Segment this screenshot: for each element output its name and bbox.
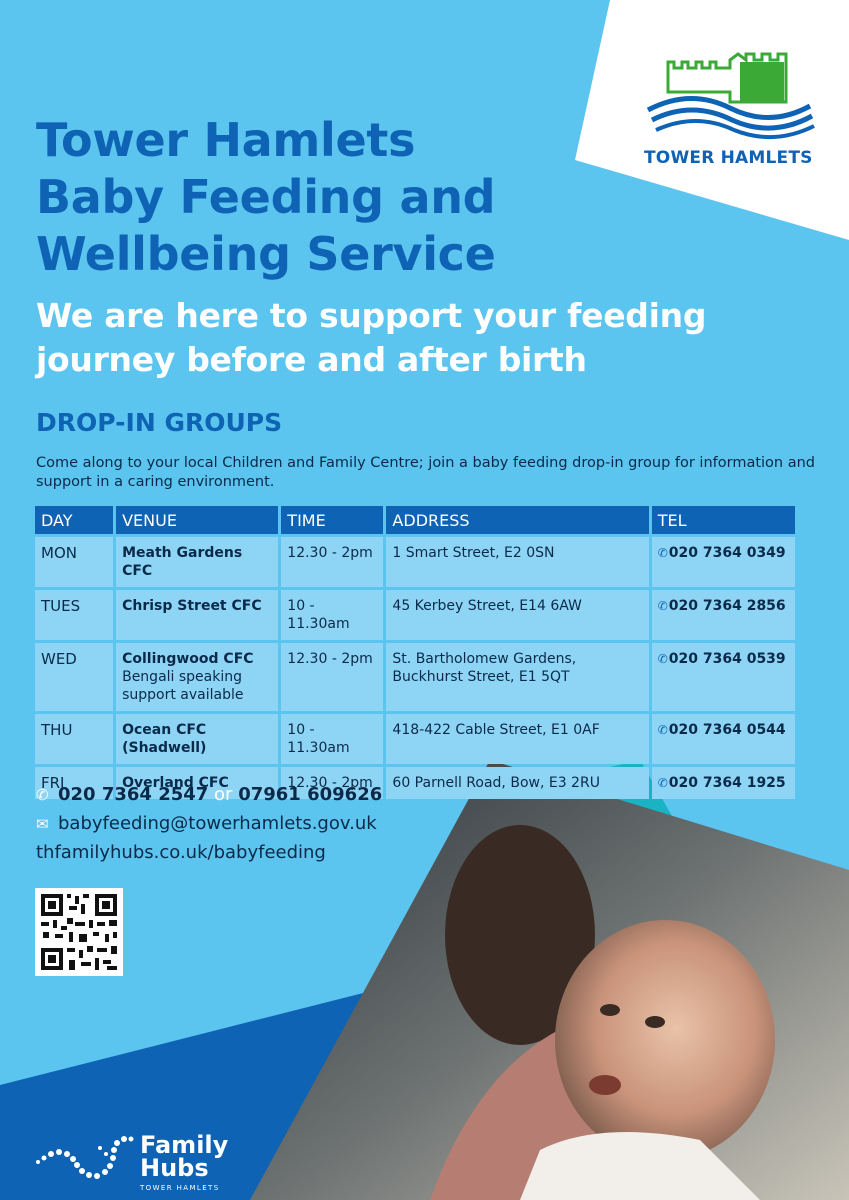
table-row: FRI Overland CFC 12.30 - 2pm 60 Parnell … [35, 767, 795, 799]
venue-name: Overland CFC [122, 775, 229, 791]
contact-email: ✉ babyfeeding@towerhamlets.gov.uk [36, 813, 377, 834]
venue-name: Ocean CFC (Shadwell) [122, 722, 207, 756]
table-row: THU Ocean CFC (Shadwell) 10 - 11.30am 41… [35, 714, 795, 764]
header-time: TIME [281, 506, 384, 534]
tel-number[interactable]: 020 7364 1925 [668, 775, 786, 791]
tel-number[interactable]: 020 7364 0349 [668, 545, 786, 561]
phone-icon: ✆ [657, 546, 668, 560]
venue-name: Chrisp Street CFC [122, 598, 262, 614]
cell-venue: Collingwood CFC Bengali speaking support … [116, 643, 279, 711]
cell-day: WED [35, 643, 114, 711]
phone-icon: ✆ [36, 786, 49, 804]
drop-in-table: DAY VENUE TIME ADDRESS TEL MON Meath Gar… [32, 503, 798, 802]
cell-tel: ✆020 7364 0544 [651, 714, 795, 764]
family-hubs-logo-icon [36, 1136, 134, 1179]
section-heading: DROP-IN GROUPS [36, 408, 283, 437]
cell-address: 60 Parnell Road, Bow, E3 2RU [386, 767, 649, 799]
contact-phone: ✆ 020 7364 2547 or 07961 609626 [36, 784, 382, 805]
phone-icon: ✆ [657, 723, 668, 737]
cell-venue: Meath Gardens CFC [116, 537, 279, 587]
table-row: MON Meath Gardens CFC 12.30 - 2pm 1 Smar… [35, 537, 795, 587]
subtitle-line-2: journey before and after birth [36, 340, 587, 379]
website-link[interactable]: thfamilyhubs.co.uk/babyfeeding [36, 842, 326, 863]
title-line-3: Wellbeing Service [36, 227, 496, 281]
header-venue: VENUE [116, 506, 279, 534]
header-address: ADDRESS [386, 506, 649, 534]
venue-name: Collingwood CFC [122, 651, 254, 667]
email-link[interactable]: babyfeeding@towerhamlets.gov.uk [58, 813, 377, 834]
envelope-icon: ✉ [36, 815, 49, 833]
subtitle-line-1: We are here to support your feeding [36, 296, 707, 335]
baby-photo [250, 760, 849, 1200]
title-line-2: Baby Feeding and [36, 170, 496, 224]
intro-text: Come along to your local Children and Fa… [36, 455, 815, 490]
phone-icon: ✆ [657, 776, 668, 790]
cell-address: 1 Smart Street, E2 0SN [386, 537, 649, 587]
header-day: DAY [35, 506, 114, 534]
cell-venue: Chrisp Street CFC [116, 590, 279, 640]
cell-address: 418-422 Cable Street, E1 0AF [386, 714, 649, 764]
cell-day: THU [35, 714, 114, 764]
cell-time: 12.30 - 2pm [281, 767, 384, 799]
tel-number[interactable]: 020 7364 0544 [668, 722, 786, 738]
phone-primary[interactable]: 020 7364 2547 [58, 784, 209, 805]
cell-tel: ✆020 7364 0349 [651, 537, 795, 587]
venue-name: Meath Gardens CFC [122, 545, 243, 579]
family-hubs-sub: TOWER HAMLETS [140, 1184, 220, 1192]
cell-venue: Ocean CFC (Shadwell) [116, 714, 279, 764]
cell-day: MON [35, 537, 114, 587]
family-hubs-line-1: Family [140, 1131, 229, 1159]
tower-hamlets-logo [630, 40, 830, 154]
cell-time: 10 - 11.30am [281, 590, 384, 640]
phone-icon: ✆ [657, 652, 668, 666]
cell-day: FRI [35, 767, 114, 799]
castle-waves-icon [646, 52, 815, 140]
tel-number[interactable]: 020 7364 0539 [668, 651, 786, 667]
phone-icon: ✆ [657, 599, 668, 613]
or-text: or [214, 784, 233, 805]
title-line-1: Tower Hamlets [36, 113, 416, 167]
cell-address: St. Bartholomew Gardens, Buckhurst Stree… [386, 643, 649, 711]
page-title: Tower Hamlets Baby Feeding and Wellbeing… [36, 112, 496, 283]
cell-time: 10 - 11.30am [281, 714, 384, 764]
cell-time: 12.30 - 2pm [281, 537, 384, 587]
subtitle: We are here to support your feeding jour… [36, 294, 706, 382]
cell-tel: ✆020 7364 1925 [651, 767, 795, 799]
table-row: TUES Chrisp Street CFC 10 - 11.30am 45 K… [35, 590, 795, 640]
family-hubs-line-2: Hubs [140, 1154, 209, 1182]
cell-day: TUES [35, 590, 114, 640]
cell-tel: ✆020 7364 2856 [651, 590, 795, 640]
table-header-row: DAY VENUE TIME ADDRESS TEL [35, 506, 795, 534]
qr-code[interactable] [35, 888, 123, 976]
cell-time: 12.30 - 2pm [281, 643, 384, 711]
contact-website: thfamilyhubs.co.uk/babyfeeding [36, 842, 326, 863]
cell-address: 45 Kerbey Street, E14 6AW [386, 590, 649, 640]
cell-venue: Overland CFC [116, 767, 279, 799]
table-row: WED Collingwood CFC Bengali speaking supp… [35, 643, 795, 711]
cell-tel: ✆020 7364 0539 [651, 643, 795, 711]
family-hubs-name: Family Hubs [140, 1131, 229, 1182]
phone-secondary[interactable]: 07961 609626 [238, 784, 383, 805]
tel-number[interactable]: 020 7364 2856 [668, 598, 786, 614]
logo-text: TOWER HAMLETS [644, 148, 813, 168]
header-tel: TEL [651, 506, 795, 534]
venue-note: Bengali speaking support available [122, 669, 244, 703]
